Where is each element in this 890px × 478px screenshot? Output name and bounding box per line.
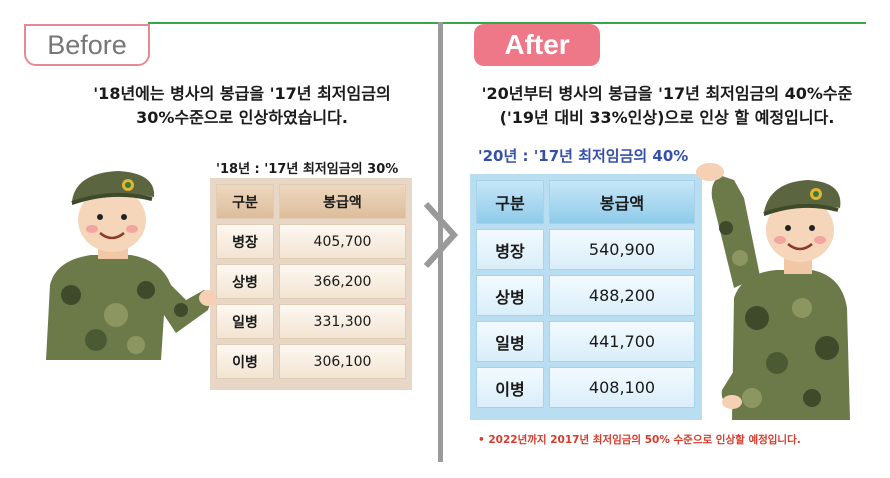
salary-cell: 331,300 [279, 304, 406, 339]
rank-cell: 상병 [476, 275, 544, 316]
table-row: 이병 408,100 [476, 367, 696, 408]
center-divider [438, 22, 443, 462]
soldier-illustration-right [696, 163, 850, 420]
table-row: 일병 441,700 [476, 321, 696, 362]
rank-cell: 일병 [476, 321, 544, 362]
rank-cell: 병장 [216, 224, 274, 259]
salary-cell: 408,100 [549, 367, 695, 408]
after-heading-line1: '20년부터 병사의 봉급을 '17년 최저임금의 40%수준 [481, 84, 853, 103]
before-heading: '18년에는 병사의 봉급을 '17년 최저임금의 30%수준으로 인상하였습니… [72, 82, 412, 130]
salary-cell: 540,900 [549, 229, 695, 270]
header-salary: 봉급액 [549, 180, 695, 224]
salary-cell: 306,100 [279, 344, 406, 379]
rank-cell: 이병 [216, 344, 274, 379]
footnote: • 2022년까지 2017년 최저임금의 50% 수준으로 인상할 예정입니다… [478, 434, 801, 446]
header-salary: 봉급액 [279, 184, 406, 219]
soldier-illustration-left [46, 171, 216, 360]
header-rank: 구분 [216, 184, 274, 219]
before-subtitle: '18년 : '17년 최저임금의 30% [216, 162, 399, 177]
salary-cell: 405,700 [279, 224, 406, 259]
top-green-line [148, 22, 866, 24]
before-heading-line2: 30%수준으로 인상하였습니다. [136, 108, 348, 127]
rank-cell: 상병 [216, 264, 274, 299]
salary-cell: 441,700 [549, 321, 695, 362]
table-row: 이병 306,100 [216, 344, 406, 379]
table-row: 병장 405,700 [216, 224, 406, 259]
after-subtitle: '20년 : '17년 최저임금의 40% [478, 147, 689, 165]
salary-cell: 488,200 [549, 275, 695, 316]
chevron-right-icon [423, 201, 459, 269]
after-tab: After [474, 24, 600, 66]
table-row: 일병 331,300 [216, 304, 406, 339]
rank-cell: 일병 [216, 304, 274, 339]
table-row: 상병 488,200 [476, 275, 696, 316]
rank-cell: 병장 [476, 229, 544, 270]
salary-cell: 366,200 [279, 264, 406, 299]
after-heading-line2: ('19년 대비 33%인상)으로 인상 할 예정입니다. [499, 108, 835, 127]
table-row: 병장 540,900 [476, 229, 696, 270]
after-salary-table: 구분 봉급액 병장 540,900 상병 488,200 일병 441,700 … [470, 174, 702, 420]
table-row: 상병 366,200 [216, 264, 406, 299]
header-rank: 구분 [476, 180, 544, 224]
after-heading: '20년부터 병사의 봉급을 '17년 최저임금의 40%수준 ('19년 대비… [462, 82, 872, 130]
table-header-row: 구분 봉급액 [476, 180, 696, 224]
before-salary-table: 구분 봉급액 병장 405,700 상병 366,200 일병 331,300 … [210, 178, 412, 390]
before-heading-line1: '18년에는 병사의 봉급을 '17년 최저임금의 [93, 84, 391, 103]
table-header-row: 구분 봉급액 [216, 184, 406, 219]
rank-cell: 이병 [476, 367, 544, 408]
before-tab: Before [24, 24, 150, 66]
